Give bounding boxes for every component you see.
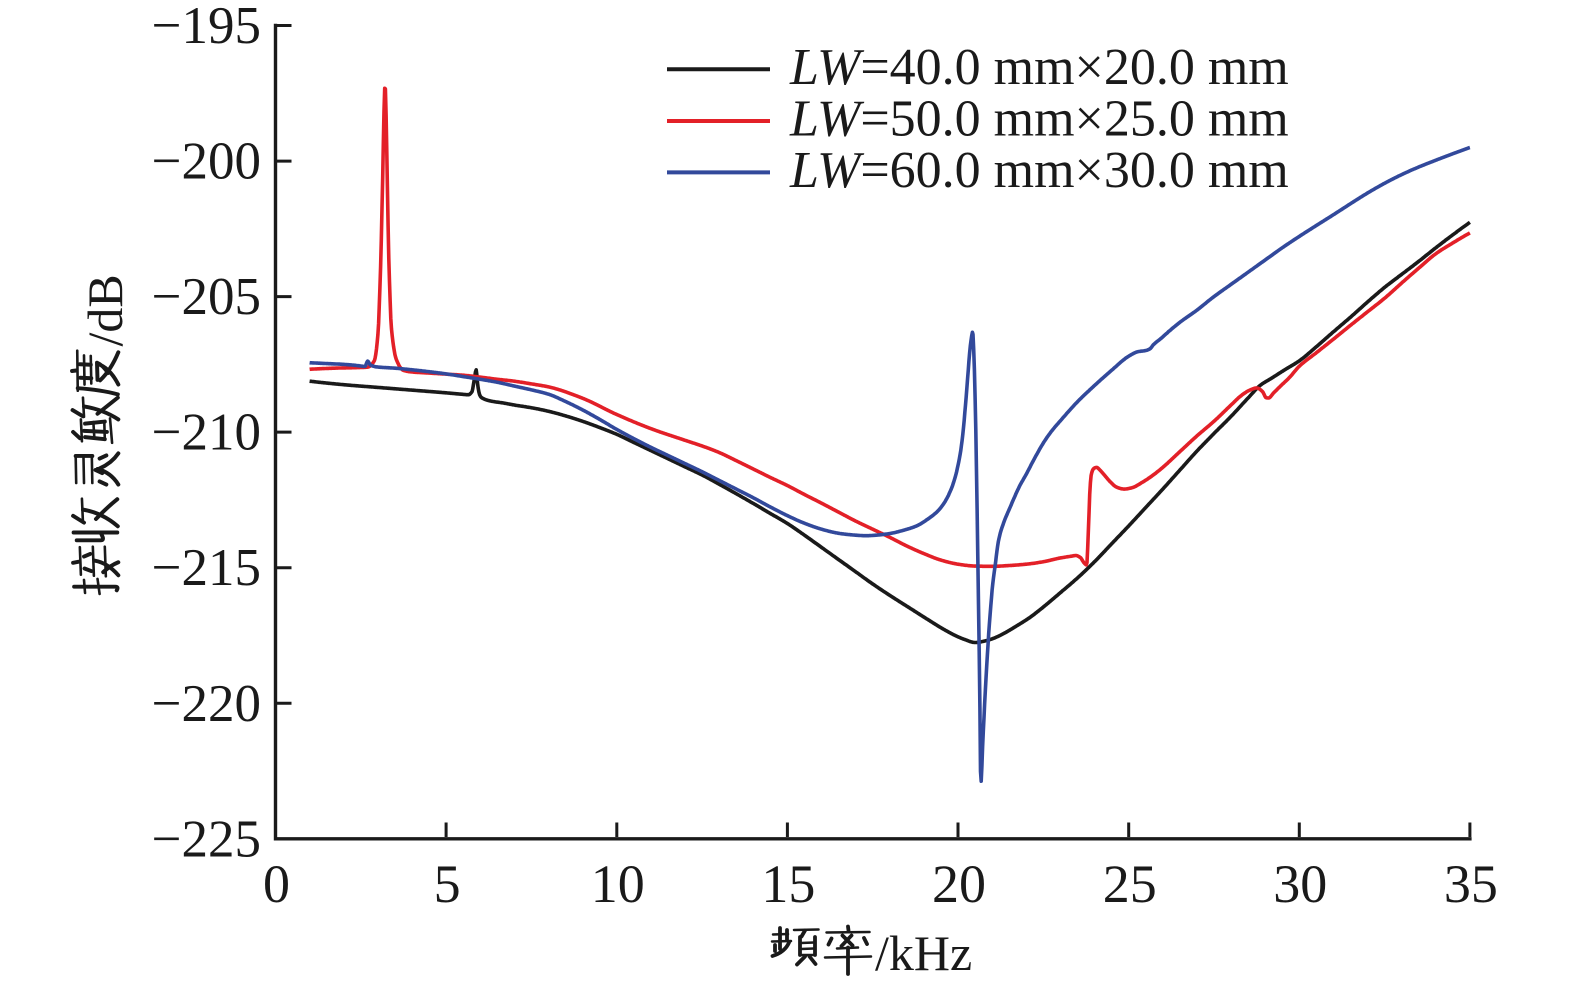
svg-text:25: 25 <box>1103 854 1157 914</box>
svg-text:35: 35 <box>1444 854 1498 914</box>
svg-text:/dB: /dB <box>77 274 133 346</box>
svg-text:10: 10 <box>591 854 645 914</box>
svg-text:LW=60.0 mm×30.0 mm: LW=60.0 mm×30.0 mm <box>789 142 1289 199</box>
svg-text:20: 20 <box>932 854 986 914</box>
svg-text:−205: −205 <box>152 268 261 326</box>
svg-text:−200: −200 <box>152 133 261 191</box>
svg-text:−195: −195 <box>152 0 261 55</box>
svg-text:0: 0 <box>263 854 290 914</box>
svg-text:LW=40.0 mm×20.0 mm: LW=40.0 mm×20.0 mm <box>789 39 1289 96</box>
svg-text:−225: −225 <box>152 810 261 868</box>
svg-text:5: 5 <box>434 854 461 914</box>
svg-text:−215: −215 <box>152 539 261 597</box>
svg-text:30: 30 <box>1273 854 1327 914</box>
svg-text:/kHz: /kHz <box>875 925 972 981</box>
svg-text:−220: −220 <box>152 675 261 733</box>
svg-text:−210: −210 <box>152 404 261 462</box>
svg-text:LW=50.0 mm×25.0 mm: LW=50.0 mm×25.0 mm <box>789 91 1289 148</box>
svg-text:15: 15 <box>761 854 815 914</box>
